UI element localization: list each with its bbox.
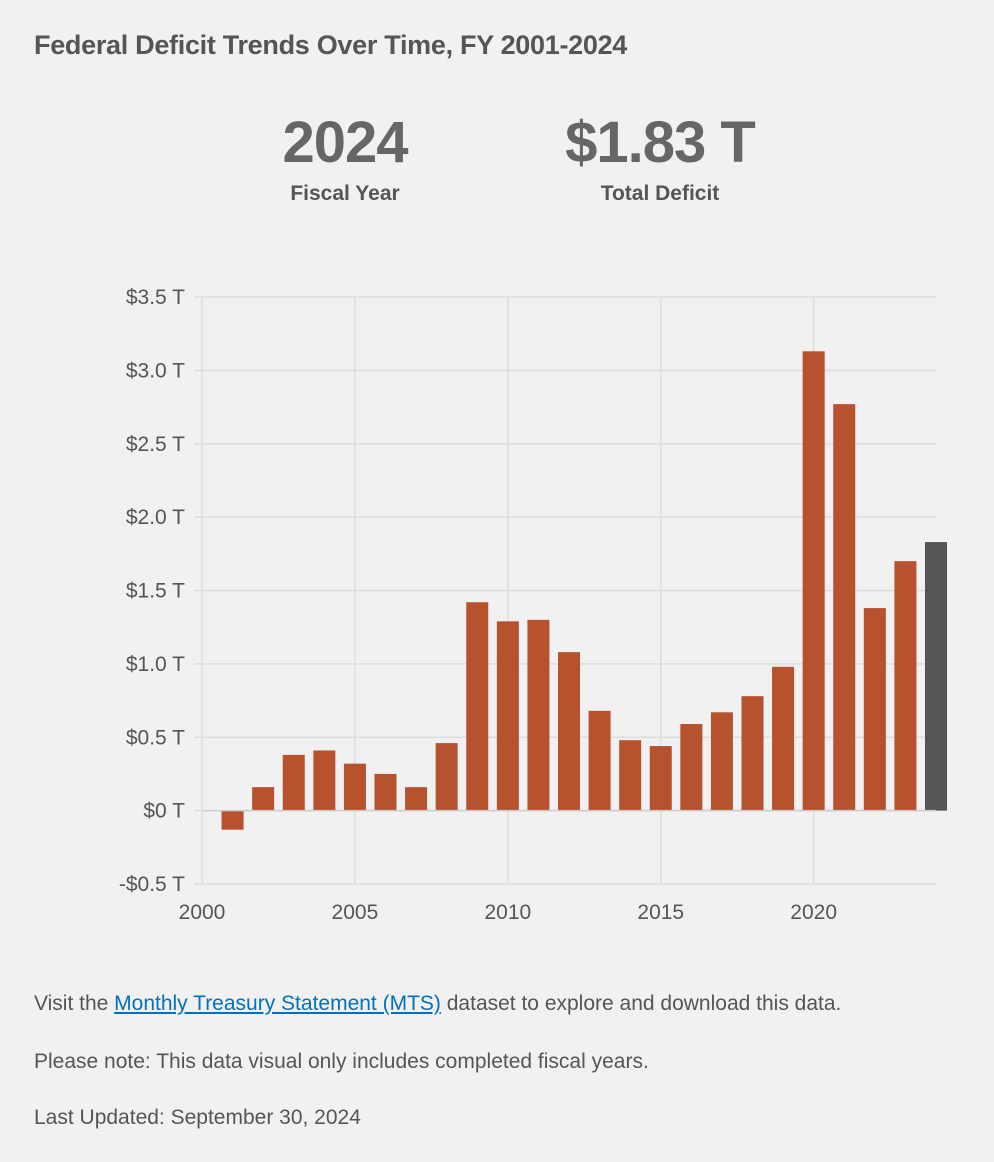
x-tick-label: 2015: [637, 901, 684, 924]
completed-years-note: Please note: This data visual only inclu…: [34, 1050, 649, 1073]
bar-2001: [221, 810, 244, 830]
y-tick-label: -$0.5 T: [119, 873, 185, 896]
bar-2018: [741, 696, 764, 811]
bar-2007: [405, 787, 428, 811]
fiscal-year-stat: 2024 Fiscal Year: [245, 108, 445, 206]
bar-2021: [833, 404, 856, 811]
bar-2003: [282, 754, 305, 811]
y-tick-label: $2.0 T: [126, 506, 185, 529]
fiscal-year-value: 2024: [282, 110, 408, 175]
chart-title: Federal Deficit Trends Over Time, FY 200…: [34, 30, 628, 60]
x-tick-label: 2010: [484, 901, 531, 924]
y-tick-label: $1.5 T: [126, 580, 185, 603]
bars: [221, 351, 948, 830]
fiscal-year-label: Fiscal Year: [290, 182, 400, 205]
total-deficit-stat: $1.83 T Total Deficit: [540, 108, 780, 206]
mts-dataset-link[interactable]: Monthly Treasury Statement (MTS): [114, 992, 441, 1015]
bar-2024: [924, 542, 948, 811]
bar-2012: [557, 652, 581, 811]
bar-2005: [343, 763, 366, 811]
y-tick-label: $2.5 T: [126, 433, 185, 456]
bar-2004: [313, 750, 336, 811]
y-tick-label: $3.5 T: [126, 286, 185, 309]
bar-2014: [619, 740, 642, 811]
y-tick-label: $1.0 T: [126, 653, 185, 676]
y-tick-label: $0 T: [143, 800, 185, 823]
bar-2011: [527, 619, 550, 811]
y-tick-label: $0.5 T: [126, 726, 185, 749]
mts-note-suffix: dataset to explore and download this dat…: [440, 992, 842, 1015]
bar-2008: [435, 743, 458, 811]
axes: -$0.5 T $0 T $0.5 T $1.0 T $1.5 T $2.0 T $2.5 …: [119, 286, 936, 924]
x-tick-label: 2005: [332, 901, 379, 924]
bar-2009: [466, 602, 489, 811]
mts-note: Visit the Monthly Treasury Statement (MT…: [34, 992, 841, 1016]
bar-2015: [649, 746, 672, 811]
total-deficit-label: Total Deficit: [600, 182, 720, 205]
deficit-bar-chart: -$0.5 T $0 T $0.5 T $1.0 T $1.5 T $2.0 T $2.5 …: [119, 286, 948, 924]
last-updated: Last Updated: September 30, 2024: [34, 1106, 361, 1129]
bar-2022: [863, 608, 886, 811]
bar-2006: [374, 773, 397, 811]
y-tick-label: $3.0 T: [126, 359, 185, 382]
bar-2019: [772, 666, 795, 811]
bar-2017: [710, 712, 733, 811]
x-tick-label: 2020: [790, 901, 837, 924]
bar-2023: [894, 561, 917, 811]
bar-2002: [252, 787, 275, 811]
bar-2016: [680, 724, 703, 811]
bar-2020: [802, 351, 825, 811]
bar-2010: [496, 621, 519, 811]
x-tick-label: 2000: [179, 901, 226, 924]
mts-note-prefix: Visit the: [34, 992, 115, 1015]
total-deficit-value: $1.83 T: [565, 110, 756, 175]
bar-2013: [588, 710, 611, 811]
